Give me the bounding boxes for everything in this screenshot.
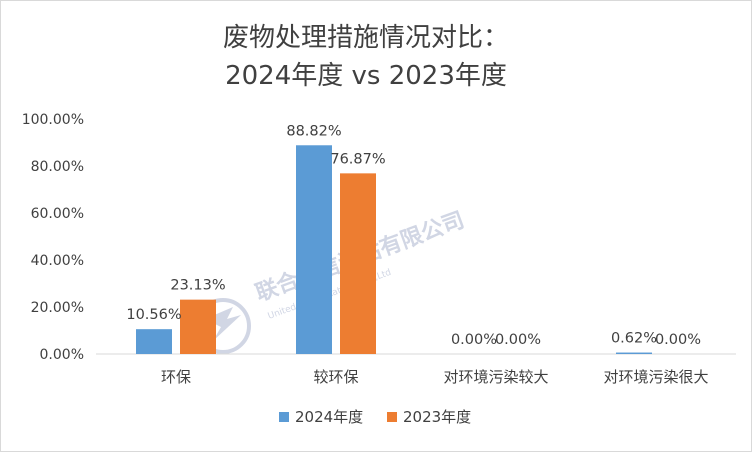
bar [136,329,172,354]
y-tick-label: 60.00% [31,206,84,222]
chart-title: 废物处理措施情况对比： 2024年度 vs 2023年度 [223,23,509,91]
chart-title-line-1: 废物处理措施情况对比： [223,23,509,53]
y-tick-label: 40.00% [31,253,84,269]
watermark-logo: 联合资信评估有限公司 United Credit Ratings Co.,Ltd [195,207,468,354]
legend-swatch [279,412,289,422]
bar [180,299,216,354]
data-label: 0.00% [495,332,541,348]
legend-label: 2023年度 [403,408,471,426]
x-tick-label: 对环境污染较大 [443,368,548,386]
legend-label: 2024年度 [295,408,363,426]
y-tick-label: 80.00% [31,159,84,175]
chart-title-line-2: 2024年度 vs 2023年度 [225,61,507,91]
data-label: 10.56% [126,307,181,323]
x-axis: 环保 较环保 对环境污染较大 对环境污染很大 [96,353,736,386]
data-labels-group: 10.56%23.13%88.82%76.87%0.00%0.00% 0.62%0… [126,123,701,348]
y-tick-label: 100.00% [22,112,84,128]
data-label: 0.00% [655,332,701,348]
bar [616,352,652,354]
data-label: 0.00% [451,332,497,348]
bar [340,173,376,354]
y-axis: 0.00% 20.00% 40.00% 60.00% 80.00% 100.00% [22,112,84,363]
x-tick-label: 环保 [161,368,191,386]
data-label: 23.13% [170,278,225,294]
y-tick-label: 20.00% [31,300,84,316]
data-label: 0.62% [611,331,657,347]
y-tick-label: 0.00% [40,347,84,363]
x-tick-label: 较环保 [313,368,358,386]
bar [296,145,332,354]
x-tick-label: 对环境污染很大 [603,368,708,386]
data-label: 88.82% [286,123,341,139]
data-label: 76.87% [330,151,385,167]
bars-group [136,145,652,354]
legend-swatch [387,412,397,422]
legend: 2024年度 2023年度 [279,408,471,426]
